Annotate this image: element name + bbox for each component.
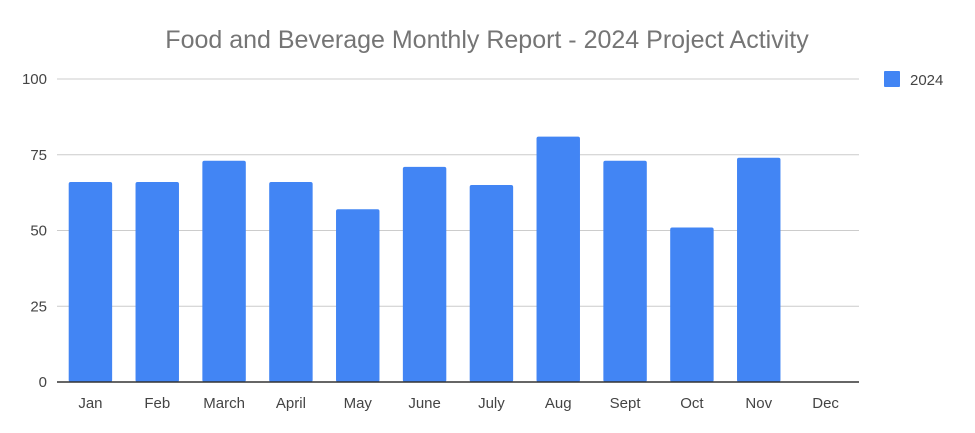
bar-nov[interactable] [737, 157, 781, 382]
x-tick-label-april: April [276, 395, 306, 412]
x-tick-label-july: July [478, 395, 505, 412]
x-tick-label-jan: Jan [78, 395, 102, 412]
legend-swatch-2024 [884, 71, 900, 87]
x-axis-tick-labels: Jan Feb March April May June July Aug Sept Oct Nov… [78, 395, 839, 412]
x-tick-label-feb: Feb [144, 395, 170, 412]
x-tick-label-aug: Aug [545, 395, 572, 412]
bar-july[interactable] [469, 185, 514, 382]
bars [68, 136, 781, 382]
legend-label-2024: 2024 [910, 72, 943, 89]
gridlines [57, 78, 859, 307]
y-tick-label: 0 [39, 374, 47, 391]
x-tick-label-oct: Oct [680, 395, 704, 412]
y-tick-label: 100 [22, 71, 47, 88]
x-tick-label-may: May [344, 395, 373, 412]
y-tick-label: 75 [30, 147, 47, 164]
x-tick-label-sept: Sept [610, 395, 642, 412]
bar-jan[interactable] [68, 182, 113, 382]
bar-june[interactable] [402, 166, 447, 382]
y-axis-tick-labels: 0 25 50 75 100 [22, 71, 47, 391]
chart-title: Food and Beverage Monthly Report - 2024 … [165, 26, 809, 54]
y-tick-label: 50 [30, 223, 47, 240]
bar-feb[interactable] [135, 182, 179, 382]
x-tick-label-march: March [203, 395, 245, 412]
bar-aug[interactable] [536, 136, 580, 382]
x-tick-label-nov: Nov [745, 395, 772, 412]
legend[interactable]: 2024 [884, 71, 943, 89]
x-tick-label-dec: Dec [812, 395, 839, 412]
bar-oct[interactable] [670, 227, 714, 382]
bar-march[interactable] [202, 160, 246, 382]
bar-may[interactable] [336, 209, 380, 382]
x-tick-label-june: June [408, 395, 441, 412]
bar-sept[interactable] [603, 160, 647, 382]
bar-april[interactable] [269, 182, 313, 382]
y-tick-label: 25 [30, 298, 47, 315]
